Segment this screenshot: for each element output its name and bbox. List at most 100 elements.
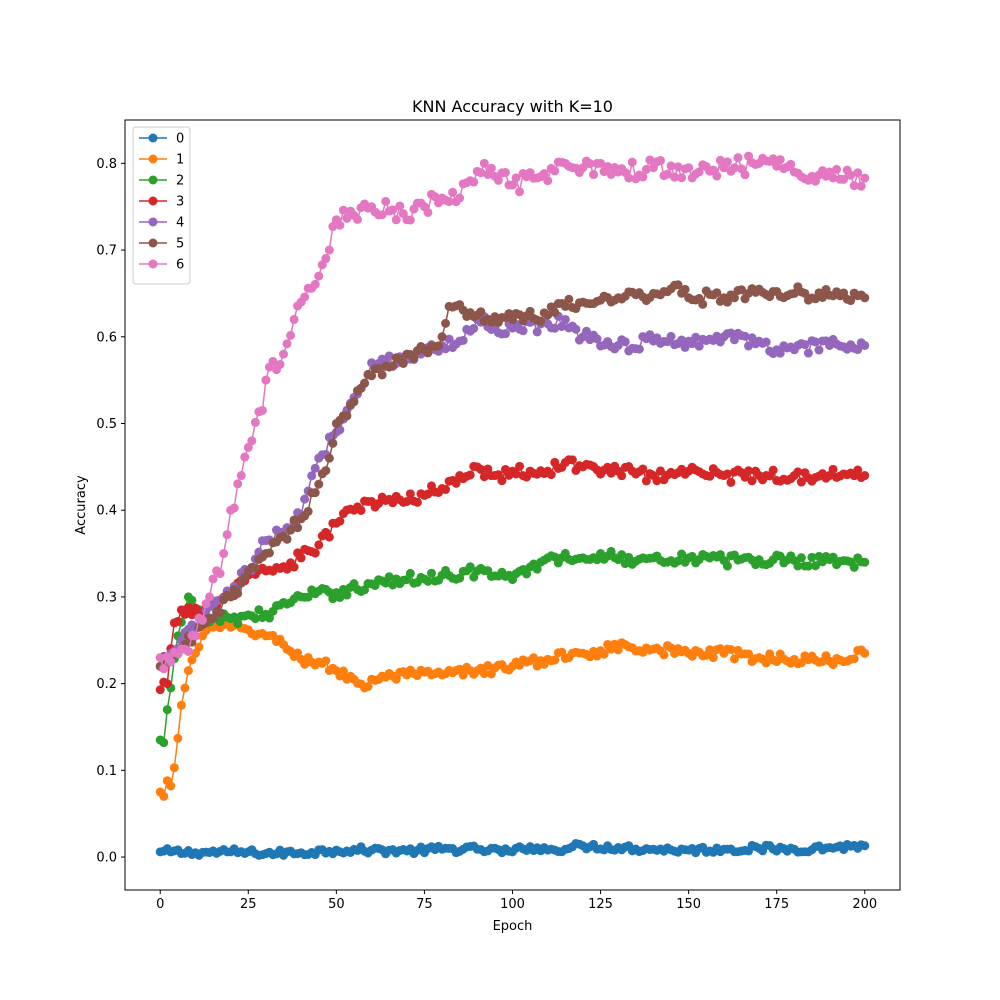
- data-point: [800, 340, 810, 350]
- data-point: [173, 616, 183, 626]
- data-point: [800, 288, 810, 298]
- data-point: [162, 705, 172, 715]
- data-point: [423, 489, 433, 499]
- data-point: [441, 344, 451, 354]
- y-tick-label: 0.3: [96, 590, 117, 605]
- data-point: [705, 471, 715, 481]
- data-point: [803, 561, 813, 571]
- data-point: [733, 153, 743, 163]
- data-point: [860, 340, 870, 350]
- data-point: [508, 180, 517, 190]
- legend-marker: [148, 133, 158, 143]
- y-tick-label: 0.7: [96, 244, 117, 259]
- data-point: [233, 619, 243, 629]
- data-point: [768, 465, 778, 475]
- data-point: [286, 330, 296, 340]
- data-point: [860, 471, 870, 481]
- data-point: [726, 328, 736, 338]
- data-point: [846, 170, 856, 180]
- data-point: [360, 378, 370, 388]
- data-point: [205, 592, 215, 602]
- data-point: [786, 159, 796, 169]
- legend-item-6: 6: [139, 258, 184, 273]
- data-point: [479, 158, 489, 168]
- data-point: [677, 335, 687, 345]
- data-point: [402, 497, 412, 507]
- data-point: [818, 292, 827, 302]
- chart-title: KNN Accuracy with K=10: [412, 97, 613, 116]
- data-point: [324, 245, 334, 255]
- data-point: [550, 166, 560, 176]
- data-point: [233, 588, 243, 598]
- data-point: [810, 337, 820, 347]
- plot-area: [124, 119, 901, 891]
- data-point: [518, 326, 528, 336]
- legend-marker: [148, 238, 158, 248]
- data-point: [803, 348, 813, 358]
- data-point: [652, 476, 662, 486]
- data-point: [349, 397, 359, 407]
- legend-label: 0: [176, 132, 184, 147]
- data-point: [208, 574, 218, 584]
- data-point: [691, 332, 701, 342]
- data-point: [155, 653, 165, 663]
- data-point: [275, 359, 285, 369]
- data-point: [550, 307, 560, 317]
- data-point: [860, 648, 870, 658]
- data-point: [324, 532, 334, 542]
- data-point: [677, 549, 687, 559]
- data-point: [726, 477, 736, 487]
- data-point: [268, 356, 278, 366]
- data-point: [560, 301, 570, 311]
- y-tick-label: 0.5: [96, 417, 117, 432]
- data-point: [546, 470, 556, 480]
- data-point: [412, 497, 422, 507]
- y-tick-label: 0.0: [96, 851, 117, 866]
- data-point: [405, 489, 415, 499]
- data-point: [532, 564, 542, 574]
- series-6: [155, 151, 870, 674]
- data-point: [388, 205, 398, 215]
- data-point: [183, 602, 193, 612]
- data-point: [712, 288, 722, 298]
- data-point: [796, 477, 806, 487]
- data-point: [500, 329, 510, 339]
- data-point: [384, 351, 394, 361]
- data-point: [483, 464, 493, 474]
- data-point: [173, 733, 183, 743]
- legend-label: 1: [176, 153, 184, 168]
- data-point: [793, 561, 803, 571]
- data-point: [328, 438, 338, 448]
- data-point: [222, 530, 232, 540]
- data-point: [264, 613, 274, 623]
- data-point: [240, 452, 250, 462]
- data-point: [729, 654, 739, 664]
- data-point: [183, 646, 193, 656]
- data-point: [659, 650, 669, 660]
- y-axis-label: Accuracy: [74, 475, 89, 535]
- data-point: [666, 161, 676, 171]
- data-point: [638, 464, 648, 474]
- data-point: [155, 685, 165, 695]
- data-point: [198, 615, 207, 625]
- y-tick-label: 0.2: [96, 677, 117, 692]
- y-tick-label: 0.1: [96, 764, 117, 779]
- data-point: [282, 339, 292, 349]
- series-layer: [155, 151, 870, 860]
- data-point: [250, 563, 260, 573]
- data-point: [388, 361, 398, 371]
- data-point: [261, 375, 271, 385]
- data-point: [856, 181, 866, 191]
- data-point: [493, 175, 503, 185]
- data-point: [775, 348, 785, 358]
- data-point: [715, 155, 725, 165]
- data-point: [159, 738, 169, 748]
- data-point: [543, 310, 553, 320]
- data-point: [539, 169, 549, 179]
- data-point: [423, 207, 433, 217]
- legend-item-2: 2: [139, 174, 184, 189]
- data-point: [860, 841, 870, 851]
- data-point: [395, 201, 405, 211]
- data-point: [243, 442, 253, 452]
- data-point: [247, 436, 257, 446]
